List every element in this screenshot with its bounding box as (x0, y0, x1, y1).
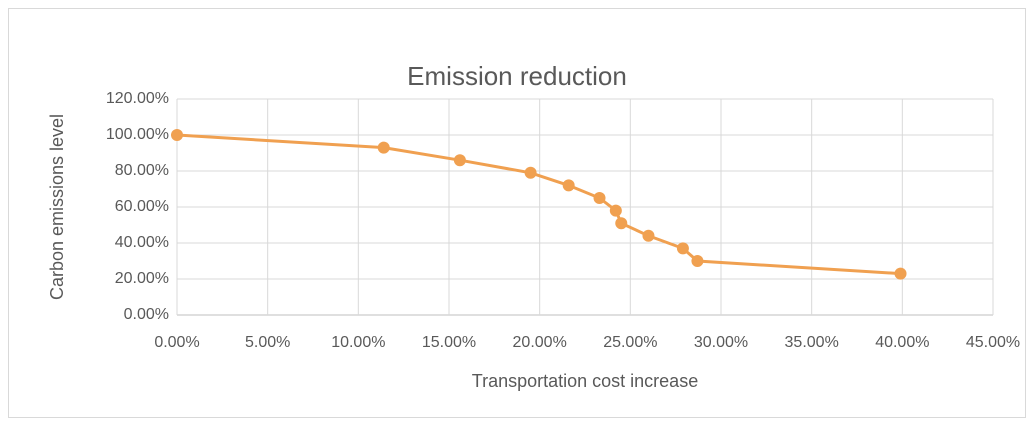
y-tick-label: 40.00% (115, 234, 169, 251)
data-point (676, 242, 689, 255)
y-tick-label: 0.00% (124, 306, 169, 323)
x-tick-label: 30.00% (694, 334, 748, 351)
x-tick-label: 35.00% (785, 334, 839, 351)
x-tick-label: 15.00% (422, 334, 476, 351)
data-point (894, 267, 907, 280)
y-tick-label: 120.00% (106, 90, 169, 107)
x-tick-label: 5.00% (245, 334, 290, 351)
data-point (524, 166, 537, 179)
data-point (642, 229, 655, 242)
chart-frame (8, 8, 1026, 418)
x-axis-title: Transportation cost increase (472, 371, 698, 391)
data-point (377, 141, 390, 154)
y-tick-label: 100.00% (106, 126, 169, 143)
data-point (171, 129, 183, 141)
x-tick-label: 40.00% (875, 334, 929, 351)
x-tick-label: 20.00% (513, 334, 567, 351)
y-tick-label: 80.00% (115, 162, 169, 179)
data-point (453, 154, 466, 167)
y-tick-label: 60.00% (115, 198, 169, 215)
data-point (615, 217, 628, 230)
x-tick-label: 0.00% (154, 334, 199, 351)
x-tick-label: 25.00% (603, 334, 657, 351)
chart-title: Emission reduction (407, 61, 627, 91)
data-point (562, 179, 575, 192)
data-point (609, 204, 622, 217)
x-tick-label: 10.00% (331, 334, 385, 351)
x-tick-label: 45.00% (966, 334, 1020, 351)
data-point (593, 192, 606, 204)
y-tick-label: 20.00% (115, 270, 169, 287)
y-axis-title: Carbon emissions level (47, 114, 67, 300)
data-point (691, 255, 704, 267)
